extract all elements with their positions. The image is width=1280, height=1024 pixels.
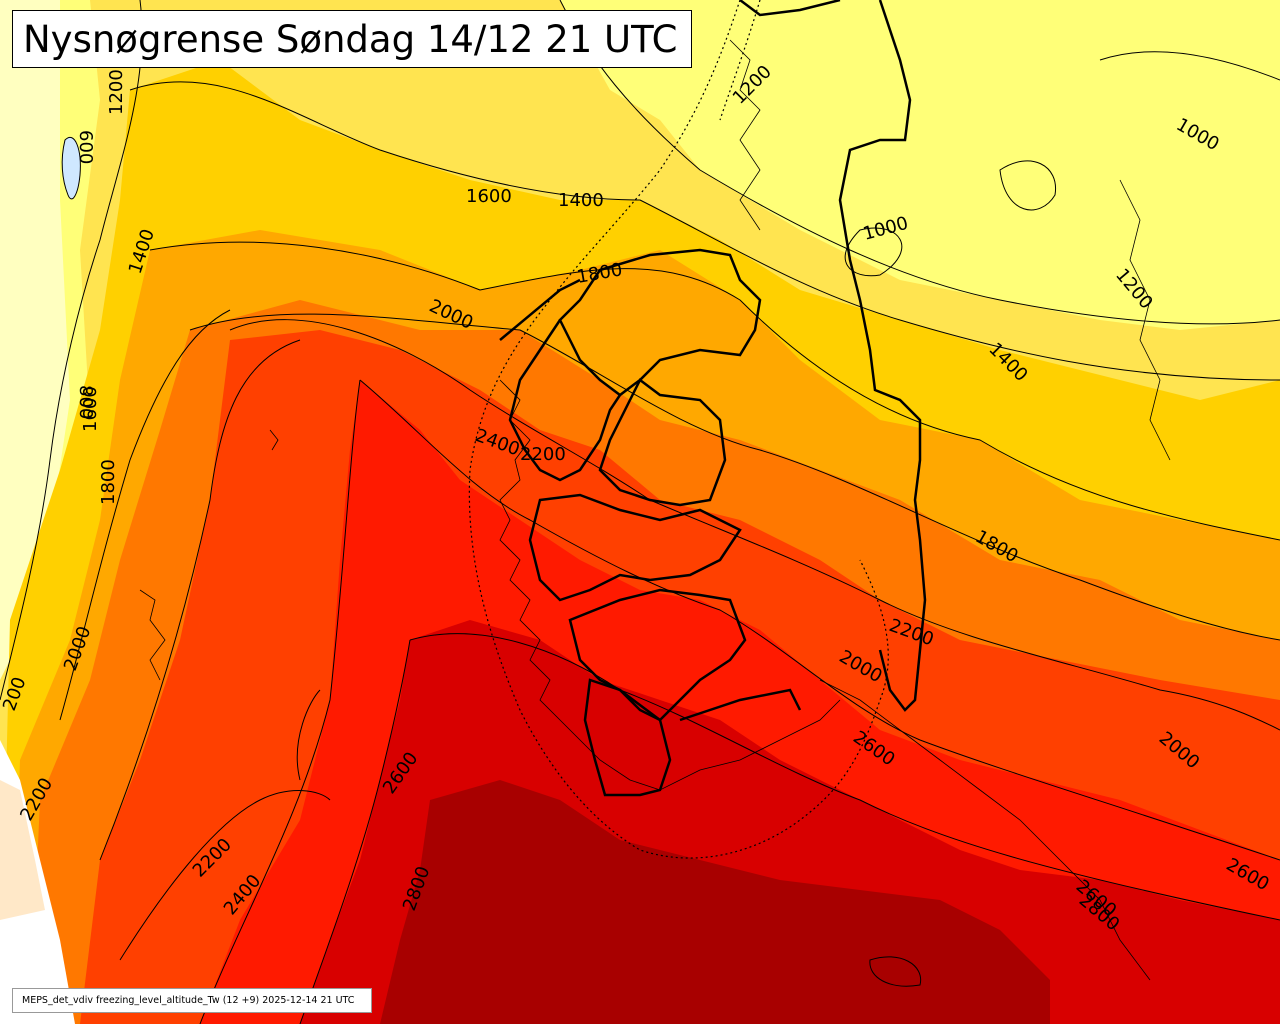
region-boundary — [558, 248, 762, 397]
contour-line — [296, 689, 321, 781]
contour-label: 2200 — [520, 444, 566, 465]
region-boundary — [499, 278, 581, 341]
contour-line — [189, 313, 1280, 641]
coastline — [729, 39, 761, 231]
region-boundary — [528, 493, 742, 602]
coastline — [139, 589, 166, 681]
contour-line — [359, 379, 1280, 861]
contour-line — [149, 241, 1280, 541]
contour-line — [1099, 51, 1280, 81]
dotted-region-outline — [468, 0, 889, 859]
footer-box: MEPS_det_vdiv freezing_level_altitude_Tw… — [12, 988, 372, 1013]
map-title: Nysnøgrense Søndag 14/12 21 UTC — [23, 17, 678, 61]
contour-label: 1600 — [466, 186, 512, 207]
contour-label: 1800 — [98, 459, 119, 505]
contour-line — [199, 379, 361, 1024]
contour-label: 1600 — [80, 386, 101, 432]
title-box: Nysnøgrense Søndag 14/12 21 UTC — [12, 10, 692, 68]
contour-line — [99, 339, 301, 861]
coastline — [499, 379, 841, 791]
coastline — [1119, 179, 1171, 461]
contour-line — [559, 0, 1280, 325]
contour-label: 1200 — [106, 69, 127, 115]
contour-line — [0, 0, 143, 701]
contour-line — [844, 227, 903, 277]
domain-edge-strip — [0, 780, 45, 920]
contour-line — [299, 639, 411, 1024]
contour-line — [229, 319, 1280, 731]
contour-line — [999, 160, 1057, 211]
contour-line — [409, 633, 1280, 921]
region-boundary — [838, 0, 927, 712]
contour-line — [869, 956, 922, 987]
region-boundary — [598, 378, 727, 507]
region-boundary — [508, 319, 622, 482]
contour-label: 600 — [75, 130, 96, 164]
dotted-region-outline — [719, 0, 761, 121]
band-above-3000-spot — [868, 950, 925, 990]
region-boundary — [739, 0, 841, 17]
region-boundary — [583, 678, 672, 797]
region-boundary — [679, 688, 802, 722]
coastline — [269, 429, 279, 451]
lake — [61, 137, 81, 200]
model-run-caption: MEPS_det_vdiv freezing_level_altitude_Tw… — [22, 995, 355, 1006]
contour-line — [59, 309, 231, 721]
contour-label: 800 — [75, 385, 96, 419]
contour-line — [119, 790, 331, 961]
contour-line — [129, 81, 1280, 381]
coastline — [819, 679, 1151, 981]
region-boundary — [568, 588, 747, 722]
contour-label: 1400 — [558, 190, 604, 211]
